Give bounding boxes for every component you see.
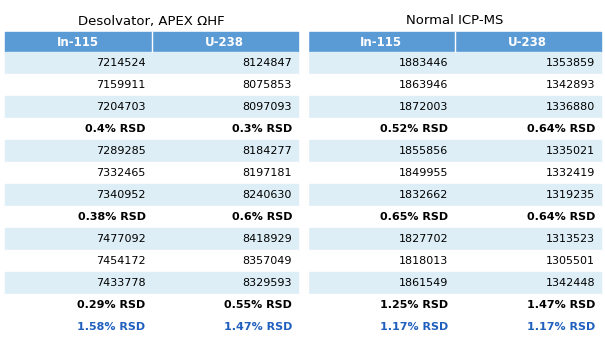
Bar (5, 184, 298, 206)
Text: 7433778: 7433778 (96, 278, 145, 288)
Text: U-238: U-238 (508, 36, 548, 49)
Text: 1342893: 1342893 (546, 80, 595, 90)
Bar (5, 316, 298, 338)
Text: 7159911: 7159911 (96, 80, 145, 90)
Bar (308, 206, 601, 228)
Text: 7477092: 7477092 (96, 234, 145, 244)
Text: 1861549: 1861549 (399, 278, 448, 288)
Text: 1832662: 1832662 (399, 190, 448, 200)
Bar (308, 74, 601, 96)
Text: Desolvator, APEX ΩHF: Desolvator, APEX ΩHF (78, 14, 225, 27)
Text: 7289285: 7289285 (96, 146, 145, 156)
Bar (308, 294, 601, 316)
Text: 8184277: 8184277 (242, 146, 292, 156)
Text: 1.25% RSD: 1.25% RSD (381, 300, 448, 310)
Text: 7204703: 7204703 (96, 102, 145, 112)
Text: 0.64% RSD: 0.64% RSD (526, 124, 595, 134)
Text: 0.64% RSD: 0.64% RSD (526, 212, 595, 222)
Bar (308, 184, 601, 206)
Text: 7332465: 7332465 (96, 168, 145, 178)
Text: 1.47% RSD: 1.47% RSD (224, 322, 292, 332)
Text: 1353859: 1353859 (546, 58, 595, 68)
Bar (308, 32, 601, 52)
Bar (5, 32, 298, 52)
Bar (5, 140, 298, 162)
Text: 1.17% RSD: 1.17% RSD (381, 322, 448, 332)
Text: 0.38% RSD: 0.38% RSD (77, 212, 145, 222)
Text: 8418929: 8418929 (242, 234, 292, 244)
Text: 0.4% RSD: 0.4% RSD (85, 124, 145, 134)
Text: 8329593: 8329593 (243, 278, 292, 288)
Text: 0.52% RSD: 0.52% RSD (381, 124, 448, 134)
Text: 8197181: 8197181 (243, 168, 292, 178)
Text: 1335021: 1335021 (546, 146, 595, 156)
Bar (5, 294, 298, 316)
Bar (5, 272, 298, 294)
Bar (5, 52, 298, 74)
Text: 8075853: 8075853 (243, 80, 292, 90)
Bar (5, 96, 298, 118)
Text: 0.65% RSD: 0.65% RSD (381, 212, 448, 222)
Text: 1.47% RSD: 1.47% RSD (526, 300, 595, 310)
Text: 1849955: 1849955 (399, 168, 448, 178)
Bar (300, 0, 308, 360)
Text: 0.6% RSD: 0.6% RSD (232, 212, 292, 222)
Text: In-115: In-115 (360, 36, 402, 49)
Text: 0.29% RSD: 0.29% RSD (77, 300, 145, 310)
Text: 0.3% RSD: 0.3% RSD (232, 124, 292, 134)
Bar (308, 140, 601, 162)
Text: 8124847: 8124847 (242, 58, 292, 68)
Text: 1336880: 1336880 (546, 102, 595, 112)
Bar (5, 206, 298, 228)
Text: 1863946: 1863946 (399, 80, 448, 90)
Text: 1818013: 1818013 (399, 256, 448, 266)
Text: 1.17% RSD: 1.17% RSD (527, 322, 595, 332)
Text: 1305501: 1305501 (546, 256, 595, 266)
Text: 8097093: 8097093 (243, 102, 292, 112)
Bar (308, 118, 601, 140)
Text: In-115: In-115 (57, 36, 99, 49)
Text: 1313523: 1313523 (546, 234, 595, 244)
Text: 1342448: 1342448 (545, 278, 595, 288)
Text: 8240630: 8240630 (243, 190, 292, 200)
Text: 1319235: 1319235 (546, 190, 595, 200)
Text: 1827702: 1827702 (399, 234, 448, 244)
Bar (308, 250, 601, 272)
Text: 7340952: 7340952 (96, 190, 145, 200)
Text: 1.58% RSD: 1.58% RSD (77, 322, 145, 332)
Text: 7214524: 7214524 (96, 58, 145, 68)
Bar (308, 228, 601, 250)
Text: 8357049: 8357049 (243, 256, 292, 266)
Bar (308, 96, 601, 118)
Text: 1855856: 1855856 (399, 146, 448, 156)
Text: 7454172: 7454172 (96, 256, 145, 266)
Bar (5, 118, 298, 140)
Bar (308, 272, 601, 294)
Bar (5, 250, 298, 272)
Bar (5, 162, 298, 184)
Text: 0.55% RSD: 0.55% RSD (224, 300, 292, 310)
Bar (5, 74, 298, 96)
Text: Normal ICP-MS: Normal ICP-MS (406, 14, 503, 27)
Text: 1883446: 1883446 (399, 58, 448, 68)
Text: 1332419: 1332419 (546, 168, 595, 178)
Text: 1872003: 1872003 (399, 102, 448, 112)
Text: U-238: U-238 (205, 36, 244, 49)
Bar (308, 162, 601, 184)
Bar (5, 228, 298, 250)
Bar (308, 52, 601, 74)
Bar (308, 316, 601, 338)
